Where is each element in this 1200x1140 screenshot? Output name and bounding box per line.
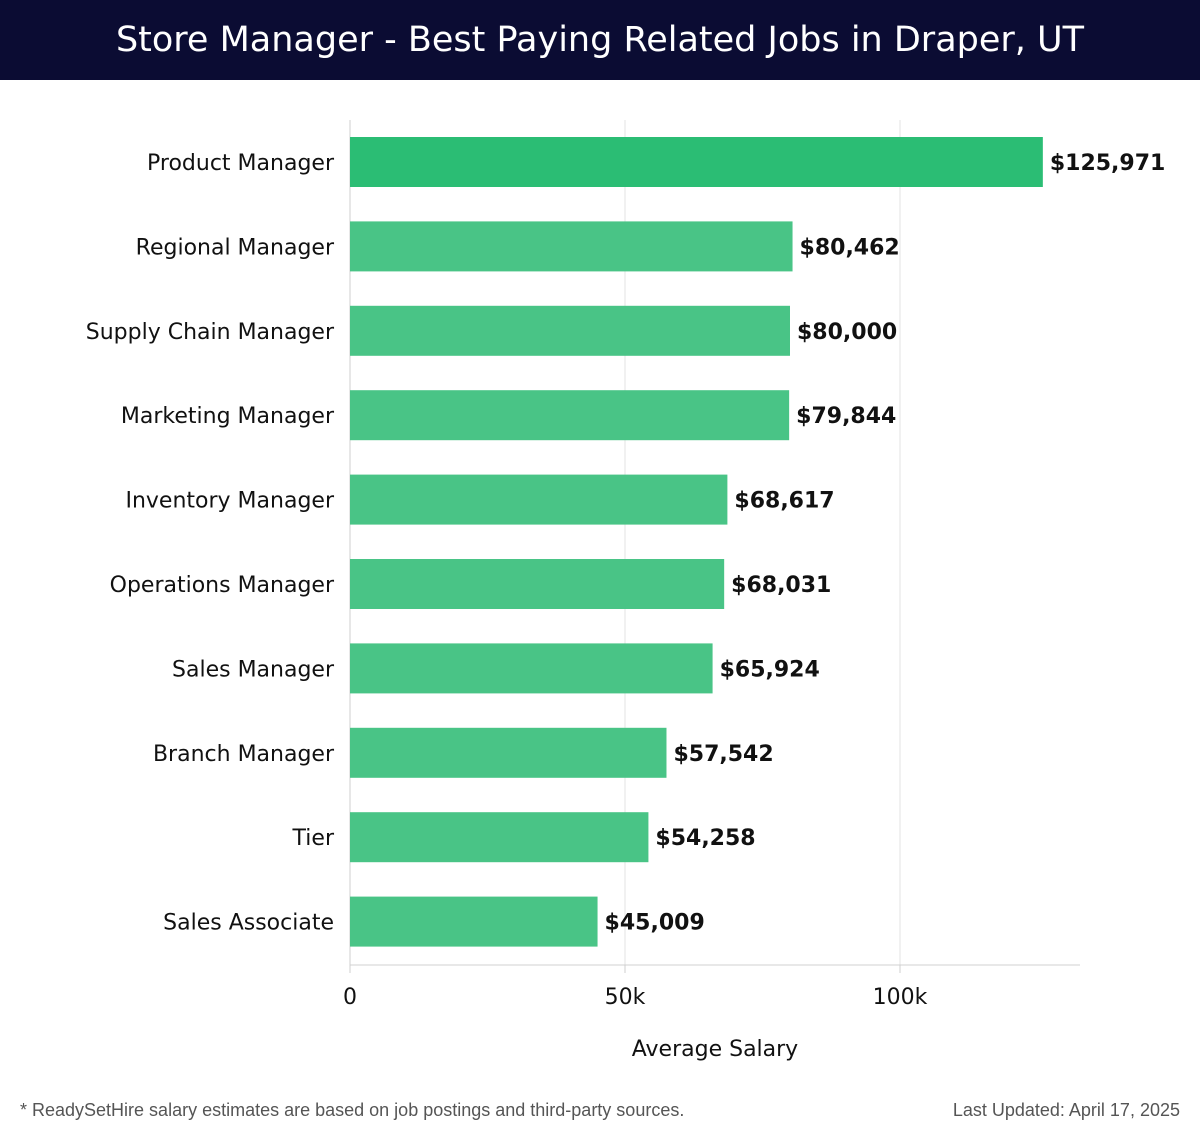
x-tick-label: 100k (873, 985, 928, 1010)
data-label: $45,009 (605, 911, 705, 936)
x-axis-title: Average Salary (632, 1037, 798, 1062)
category-label: Operations Manager (110, 573, 335, 598)
category-label: Inventory Manager (125, 489, 334, 514)
bar (350, 221, 793, 272)
category-label: Sales Associate (163, 911, 334, 936)
bar (350, 390, 790, 441)
category-label: Product Manager (147, 151, 335, 176)
bar (350, 137, 1043, 187)
data-label: $80,462 (800, 235, 900, 260)
data-label: $68,617 (734, 489, 834, 514)
data-label: $68,031 (731, 573, 831, 598)
chart-title: Store Manager - Best Paying Related Jobs… (115, 20, 1085, 60)
bar-chart: Product Manager $125,971 Regional Manager $… (86, 120, 1166, 1062)
category-label: Supply Chain Manager (86, 320, 335, 345)
data-label: $125,971 (1050, 151, 1166, 176)
bar (350, 643, 713, 694)
category-label: Regional Manager (136, 235, 335, 260)
header-bar: Store Manager - Best Paying Related Jobs… (0, 0, 1200, 80)
bar (350, 812, 649, 863)
x-tick-label: 50k (605, 985, 646, 1010)
data-label: $54,258 (655, 826, 755, 851)
category-label: Sales Manager (172, 657, 335, 682)
last-updated: Last Updated: April 17, 2025 (952, 1100, 1180, 1120)
data-label: $57,542 (673, 742, 773, 767)
category-label: Branch Manager (153, 742, 335, 767)
data-label: $65,924 (720, 657, 820, 682)
x-tick-label: 0 (343, 985, 357, 1010)
bar (350, 727, 667, 778)
data-label: $80,000 (797, 320, 897, 345)
bar (350, 896, 598, 947)
bar (350, 559, 725, 609)
bar (350, 474, 728, 525)
category-label: Marketing Manager (121, 404, 335, 429)
data-label: $79,844 (796, 404, 896, 429)
footer-note: * ReadySetHire salary estimates are base… (20, 1100, 685, 1120)
category-label: Tier (292, 826, 335, 851)
bar (350, 305, 790, 356)
